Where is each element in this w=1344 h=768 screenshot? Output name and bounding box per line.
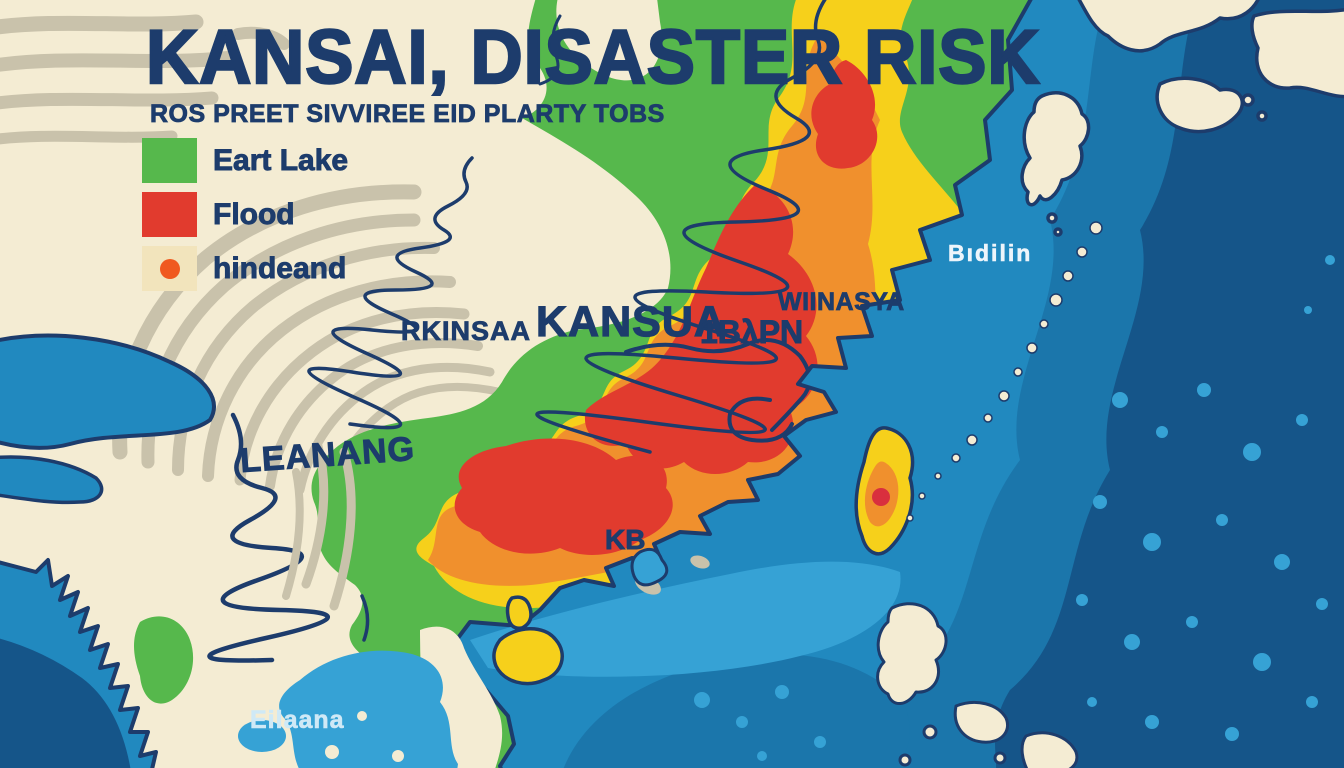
philippine-islands (876, 602, 1079, 768)
peninsula-green-patch (134, 616, 194, 704)
kb-inlet (630, 547, 669, 587)
taiwan-island (854, 426, 915, 556)
red-core-north (811, 60, 878, 169)
japan-islands (1020, 0, 1344, 237)
island-chain (906, 221, 1103, 522)
river-ribbon (0, 333, 216, 505)
hainan-island (492, 595, 564, 686)
west-bay-deep-patch (0, 638, 131, 768)
cream-notch (556, 0, 662, 81)
nearshore-light-band (470, 561, 901, 677)
sea-speckles (694, 255, 1335, 761)
sea-deep-region (995, 0, 1344, 768)
red-core-south (454, 438, 673, 555)
eilaana-gulf (238, 650, 458, 768)
mountain-streaks-icon (0, 14, 290, 145)
